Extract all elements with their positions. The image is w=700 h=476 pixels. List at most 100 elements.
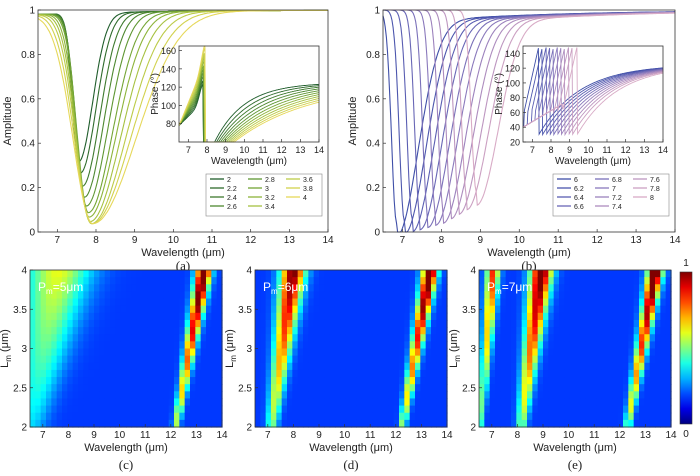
inset-a-ytick-label: 120 [161, 83, 176, 93]
heatmap-cell [527, 348, 533, 357]
heatmap-cell [67, 405, 74, 414]
heatmap-cell [569, 391, 576, 400]
heatmap-cell [67, 298, 74, 307]
heatmap-cell [30, 298, 36, 307]
heatmap-cell [271, 327, 277, 335]
heatmap-cell [596, 412, 603, 421]
heatmap-cell [484, 270, 491, 278]
heatmap-cell [393, 405, 400, 414]
heatmap-cell [200, 412, 207, 421]
heatmap-cell [516, 341, 523, 350]
heatmap-cell [190, 319, 196, 328]
heatmap-cell [104, 419, 111, 428]
heatmap-cell [388, 327, 395, 335]
heatmap-cell [521, 405, 528, 414]
heatmap-cell [174, 377, 180, 385]
heatmap-cell [152, 312, 159, 321]
inset-b: 7 8 9 10 11 12 13 1420406080100120140Wavelength… [494, 45, 668, 167]
heatmap-cell [216, 348, 223, 357]
heatmap-cell [548, 398, 555, 407]
heatmap-cell [287, 384, 293, 392]
heatmap-cell [553, 405, 560, 414]
heatmap-cell [660, 334, 667, 342]
heatmap-cell [115, 305, 122, 314]
heatmap-cell [158, 377, 164, 385]
heatmap-cell [184, 298, 191, 307]
heatmap-cell [142, 362, 148, 371]
panel-e-ytick-label: 3 [470, 344, 476, 355]
heatmap-cell [665, 419, 672, 428]
heatmap-cell [104, 277, 111, 285]
heatmap-cell [569, 398, 576, 407]
heatmap-cell [265, 405, 272, 414]
heatmap-cell [104, 305, 111, 314]
heatmap-cell [580, 334, 587, 342]
heatmap-cell [115, 348, 122, 357]
heatmap-cell [147, 398, 154, 407]
heatmap-cell [62, 355, 68, 364]
heatmap-cell [30, 377, 36, 385]
heatmap-cell [404, 341, 411, 350]
heatmap-cell [46, 312, 52, 321]
heatmap-cell [115, 362, 122, 371]
heatmap-cell [255, 412, 261, 421]
heatmap-cell [367, 284, 373, 293]
heatmap-cell [303, 384, 309, 392]
heatmap-cell [495, 377, 501, 385]
heatmap-cell [335, 298, 341, 307]
heatmap-cell [152, 405, 159, 414]
heatmap-cell [399, 384, 405, 392]
heatmap-cell [377, 369, 384, 378]
heatmap-cell [649, 291, 656, 300]
heatmap-cell [126, 377, 132, 385]
heatmap-cell [297, 334, 304, 342]
heatmap-cell [617, 369, 624, 378]
heatmap-cell [72, 419, 79, 428]
heatmap-cell [110, 298, 116, 307]
heatmap-cell [281, 312, 288, 321]
heatmap-cell [46, 419, 52, 428]
heatmap-cell [211, 369, 218, 378]
heatmap-cell [537, 334, 544, 342]
heatmap-cell [276, 405, 283, 414]
heatmap-cell [436, 377, 443, 385]
heatmap-cell [324, 398, 331, 407]
heatmap-cell [388, 391, 395, 400]
heatmap-cell [415, 334, 421, 342]
heatmap-cell [383, 405, 389, 414]
heatmap-cell [607, 270, 613, 278]
heatmap-cell [136, 369, 143, 378]
heatmap-cell [297, 305, 304, 314]
heatmap-cell [211, 305, 218, 314]
panel-a-ytick-label: 0.6 [21, 94, 35, 105]
heatmap-cell [569, 362, 576, 371]
heatmap-cell [110, 405, 116, 414]
inset-a-ytick-label: 80 [166, 119, 176, 129]
heatmap-cell [553, 277, 560, 285]
heatmap-cell [72, 384, 79, 392]
heatmap-cell [441, 341, 448, 350]
heatmap-cell [628, 377, 635, 385]
heatmap-cell [206, 298, 212, 307]
heatmap-cell [313, 377, 320, 385]
heatmap-cell [281, 362, 288, 371]
heatmap-cell [265, 419, 272, 428]
heatmap-cell [575, 298, 581, 307]
heatmap-cell [292, 270, 299, 278]
heatmap-cell [543, 419, 549, 428]
heatmap-cell [62, 277, 68, 285]
heatmap-cell [281, 305, 288, 314]
legend-entry-label: 2.6 [227, 204, 237, 211]
heatmap-cell [404, 291, 411, 300]
heatmap-cell [35, 398, 42, 407]
heatmap-cell [62, 362, 68, 371]
heatmap-cell [431, 341, 437, 350]
heatmap-cell [131, 384, 138, 392]
heatmap-cell [179, 348, 186, 357]
heatmap-cell [35, 327, 42, 335]
heatmap-cell [99, 405, 106, 414]
heatmap-cell [120, 270, 127, 278]
heatmap-cell [206, 419, 212, 428]
heatmap-cell [580, 298, 587, 307]
heatmap-cell [281, 369, 288, 378]
